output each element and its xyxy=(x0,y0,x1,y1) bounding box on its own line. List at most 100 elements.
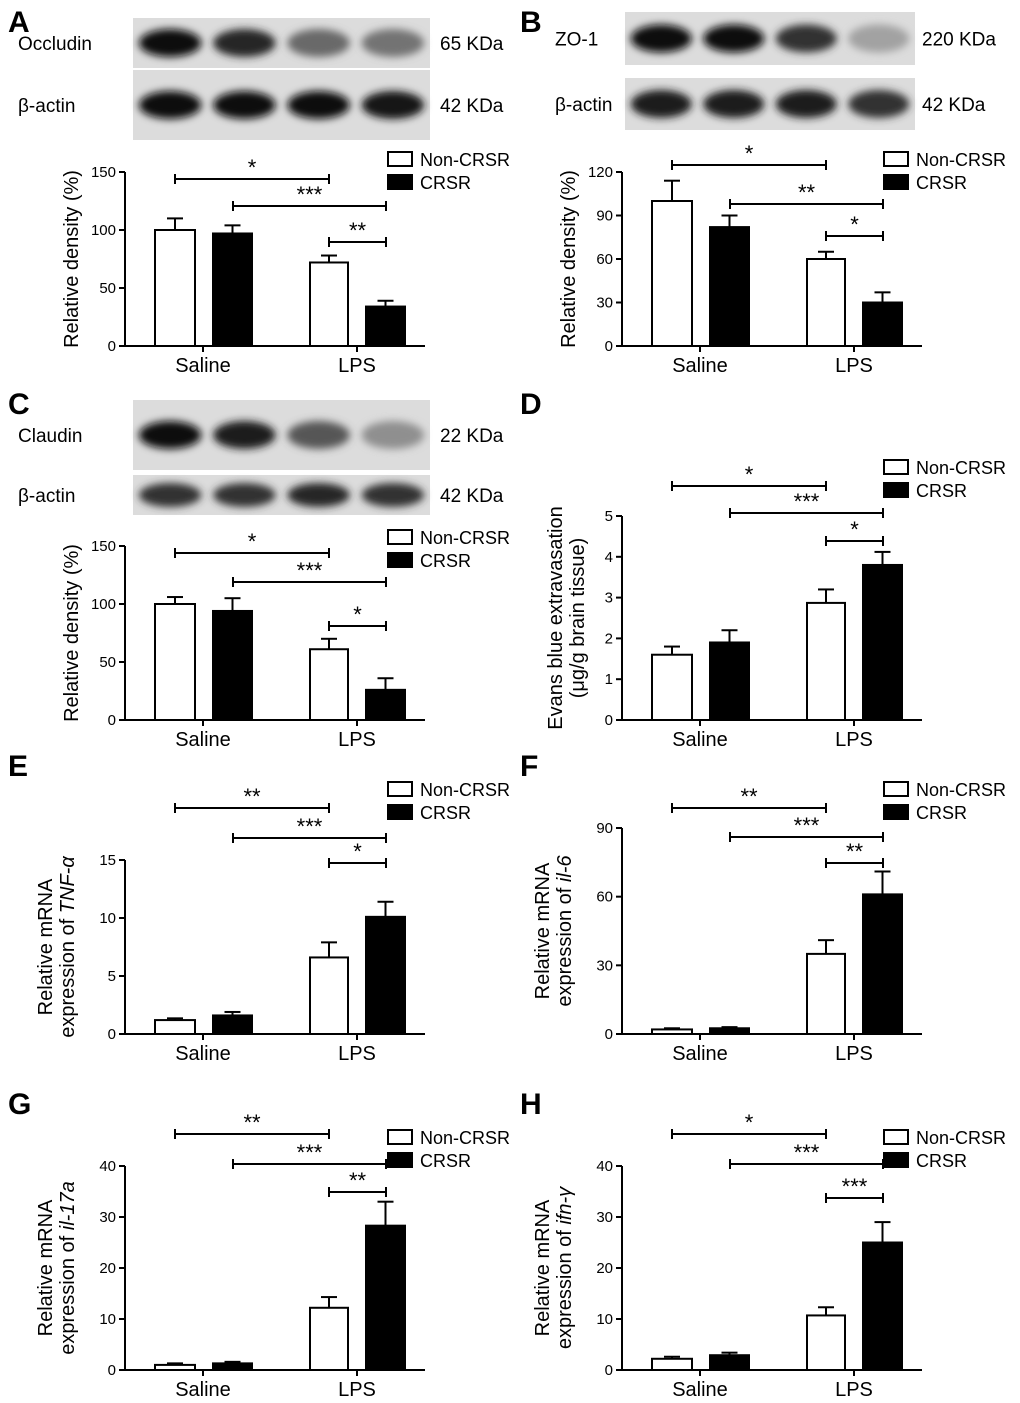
bar-crsr-lps xyxy=(365,305,406,347)
blot-label: Occludin xyxy=(18,34,92,55)
significance-label: * xyxy=(745,141,754,166)
y-axis-label: Evans blue extravasation xyxy=(545,506,567,729)
significance-label: *** xyxy=(794,489,820,514)
bar-non-crsr-lps xyxy=(309,648,349,721)
panel-F: F 0 30 60 90 Saline LPS Relative mRNA expression… xyxy=(520,750,1006,1065)
y-axis-label: Relative density (%) xyxy=(61,544,83,722)
blot-band xyxy=(361,483,425,507)
x-tick-label: LPS xyxy=(338,729,376,751)
x-tick-label: LPS xyxy=(835,1043,873,1065)
blot-band xyxy=(630,24,692,53)
legend-label-crsr: CRSR xyxy=(420,551,471,571)
y-tick-label: 4 xyxy=(605,549,613,566)
blot-band xyxy=(287,29,350,57)
blot-band xyxy=(138,483,202,507)
y-axis-label: Relative density (%) xyxy=(61,170,83,348)
bar-crsr-saline xyxy=(212,609,253,722)
significance-label: *** xyxy=(297,558,323,583)
legend-swatch-non-crsr xyxy=(387,529,413,545)
legend-label-non-crsr: Non-CRSR xyxy=(916,780,1006,800)
blot-band xyxy=(213,29,276,57)
blot-band xyxy=(138,421,202,449)
legend-label-crsr: CRSR xyxy=(420,803,471,823)
legend-swatch-crsr xyxy=(883,482,909,498)
blot-band xyxy=(138,91,202,119)
blot-band xyxy=(703,24,765,53)
significance-label: * xyxy=(745,1110,754,1135)
y-tick-label: 0 xyxy=(108,712,116,729)
y-tick-label: 10 xyxy=(99,910,116,927)
blot-band xyxy=(361,421,425,449)
blot-label: β-actin xyxy=(18,486,75,507)
blot-size: 220 KDa xyxy=(922,30,996,51)
bar-non-crsr-saline xyxy=(154,229,196,347)
bar-crsr-lps xyxy=(862,893,903,1036)
bar-crsr-lps xyxy=(365,915,406,1036)
y-tick-label: 1 xyxy=(605,671,613,688)
y-tick-label: 150 xyxy=(91,538,116,555)
panel-G: G 0 10 20 30 40 Saline LPS Relative mRNA expressi… xyxy=(8,1088,510,1401)
blot-size: 65 KDa xyxy=(440,34,504,55)
legend-swatch-non-crsr xyxy=(883,1129,909,1145)
bar-crsr-lps xyxy=(365,688,406,722)
panel-letter: A xyxy=(8,6,30,39)
x-tick-label: Saline xyxy=(175,1379,231,1401)
bar-crsr-lps xyxy=(862,301,903,347)
legend-label-non-crsr: Non-CRSR xyxy=(420,1128,510,1148)
legend-swatch-non-crsr xyxy=(883,781,909,797)
significance-label: * xyxy=(353,839,362,864)
bar-crsr-saline xyxy=(709,226,750,348)
significance-label: *** xyxy=(297,1140,323,1165)
panel-letter: E xyxy=(8,750,28,783)
y-tick-label: 150 xyxy=(91,164,116,181)
y-tick-label: 5 xyxy=(605,508,613,525)
blot-label: ZO-1 xyxy=(555,30,598,51)
bar-crsr-lps xyxy=(365,1224,406,1372)
gene-name: TNF-α xyxy=(57,856,79,914)
y-tick-label: 100 xyxy=(91,596,116,613)
legend-label-non-crsr: Non-CRSR xyxy=(916,458,1006,478)
x-tick-label: Saline xyxy=(672,355,728,377)
x-tick-label: Saline xyxy=(175,1043,231,1065)
y-tick-label: 0 xyxy=(605,1026,613,1043)
y-tick-label: 0 xyxy=(605,712,613,729)
blot-band xyxy=(287,421,350,449)
bar-non-crsr-lps xyxy=(309,1306,349,1372)
bar-crsr-saline xyxy=(212,232,253,347)
y-tick-label: 120 xyxy=(588,164,613,181)
blot-band xyxy=(775,90,837,118)
y-tick-label: 0 xyxy=(108,338,116,355)
y-tick-label: 2 xyxy=(605,630,613,647)
panel-B: B 0 30 60 90 120 Saline LPS Relative density (%)… xyxy=(520,6,1006,377)
significance-label: *** xyxy=(297,182,323,207)
blot-band xyxy=(848,90,910,118)
legend-label-crsr: CRSR xyxy=(420,1151,471,1171)
significance-label: * xyxy=(248,155,257,180)
bar-non-crsr-lps xyxy=(806,952,846,1036)
legend-swatch-crsr xyxy=(883,804,909,820)
legend-swatch-non-crsr xyxy=(883,151,909,167)
bar-non-crsr-lps xyxy=(806,258,846,347)
y-axis-label: expression of il-17a xyxy=(57,1181,79,1354)
panel-D: D 0 1 2 3 4 5 Saline LPS Evans blue extravasation… xyxy=(520,388,1006,751)
y-axis-label: Relative mRNA xyxy=(532,862,554,999)
legend-label-non-crsr: Non-CRSR xyxy=(420,780,510,800)
legend-swatch-non-crsr xyxy=(883,459,909,475)
panel-letter: C xyxy=(8,388,30,421)
blot-label: β-actin xyxy=(18,96,75,117)
legend-swatch-non-crsr xyxy=(387,781,413,797)
blot-label: Claudin xyxy=(18,426,82,447)
legend-label-crsr: CRSR xyxy=(916,803,967,823)
gene-name: ifn-γ xyxy=(554,1186,576,1225)
y-tick-label: 90 xyxy=(596,208,613,225)
gene-name: il-17a xyxy=(57,1181,79,1230)
blot-band xyxy=(361,91,425,119)
y-axis-label: Relative mRNA xyxy=(532,1199,554,1336)
blot-size: 42 KDa xyxy=(440,96,504,117)
blot-band xyxy=(775,24,837,53)
y-axis-label: expression of ifn-γ xyxy=(554,1186,576,1349)
legend-swatch-crsr xyxy=(387,174,413,190)
legend-label-non-crsr: Non-CRSR xyxy=(420,528,510,548)
y-tick-label: 50 xyxy=(99,654,116,671)
